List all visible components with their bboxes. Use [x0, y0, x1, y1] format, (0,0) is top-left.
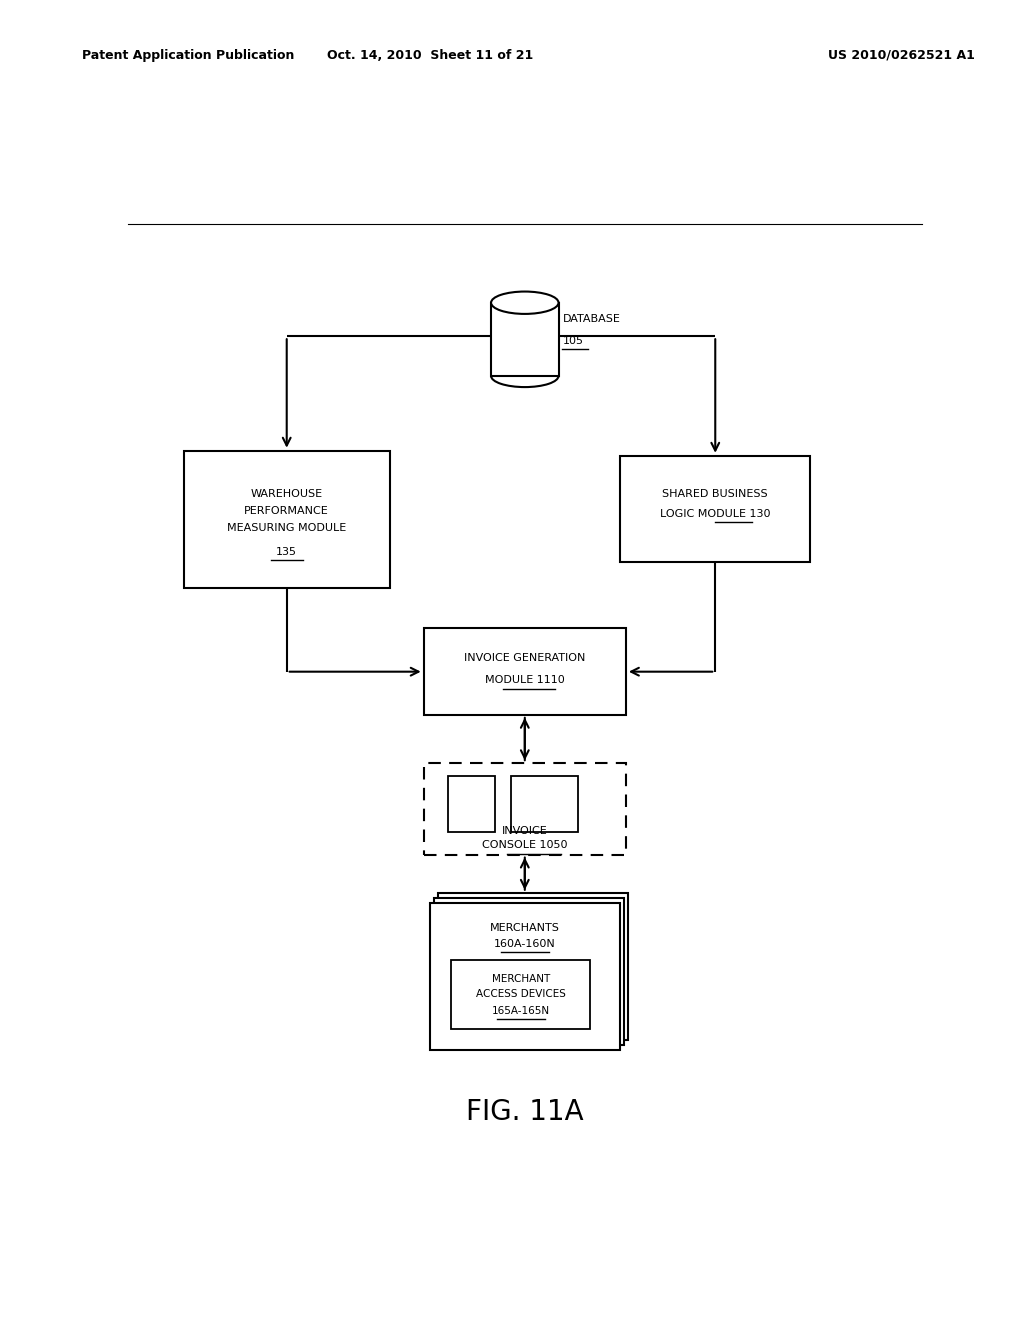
Text: 105: 105	[562, 337, 584, 346]
Text: 135: 135	[276, 546, 297, 557]
Text: MERCHANTS: MERCHANTS	[489, 923, 560, 933]
Text: FIG. 11A: FIG. 11A	[466, 1098, 584, 1126]
Text: 165A-165N: 165A-165N	[492, 1006, 550, 1016]
Text: ACCESS DEVICES: ACCESS DEVICES	[476, 989, 566, 999]
Bar	[447, 776, 496, 832]
Bar	[452, 961, 590, 1030]
Text: INVOICE GENERATION: INVOICE GENERATION	[464, 653, 586, 664]
Bar	[492, 302, 558, 376]
Ellipse shape	[492, 292, 558, 314]
Text: PERFORMANCE: PERFORMANCE	[245, 506, 329, 516]
Bar	[620, 455, 810, 562]
Text: SHARED BUSINESS: SHARED BUSINESS	[663, 488, 768, 499]
Text: Oct. 14, 2010  Sheet 11 of 21: Oct. 14, 2010 Sheet 11 of 21	[327, 49, 534, 62]
Bar	[183, 450, 390, 587]
Text: WAREHOUSE: WAREHOUSE	[251, 488, 323, 499]
Text: CONSOLE 1050: CONSOLE 1050	[482, 841, 567, 850]
Bar	[511, 776, 579, 832]
Text: LOGIC MODULE 130: LOGIC MODULE 130	[660, 510, 770, 519]
Text: 160A-160N: 160A-160N	[494, 939, 556, 949]
Bar	[424, 763, 626, 854]
Bar	[437, 892, 628, 1040]
Text: MEASURING MODULE: MEASURING MODULE	[227, 523, 346, 533]
Bar	[433, 898, 624, 1045]
Text: Patent Application Publication: Patent Application Publication	[82, 49, 294, 62]
Text: MODULE 1110: MODULE 1110	[485, 675, 564, 685]
Bar	[424, 628, 626, 715]
Text: DATABASE: DATABASE	[562, 314, 621, 323]
Text: US 2010/0262521 A1: US 2010/0262521 A1	[827, 49, 975, 62]
Text: INVOICE: INVOICE	[502, 826, 548, 837]
Bar	[430, 903, 621, 1051]
Text: MERCHANT: MERCHANT	[492, 974, 550, 983]
